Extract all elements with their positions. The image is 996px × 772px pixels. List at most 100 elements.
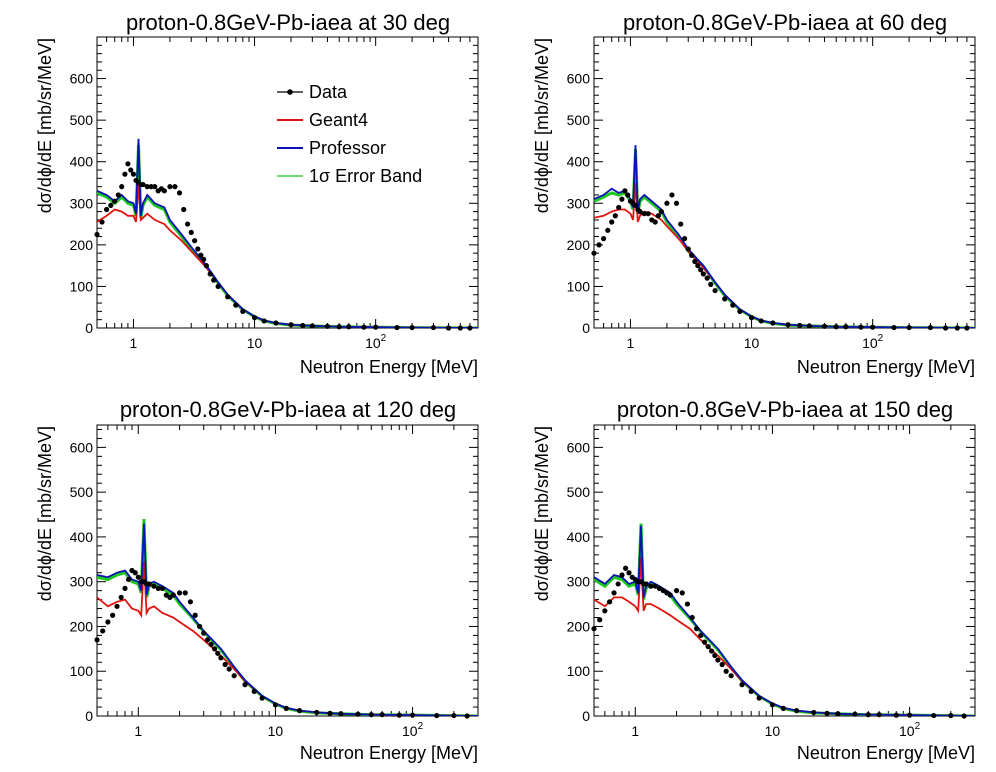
- data-point: [128, 167, 134, 173]
- data-point: [204, 637, 211, 643]
- legend: Data Geant4 Professor 1σ Error Band: [277, 82, 422, 186]
- data-point: [126, 576, 132, 583]
- data-point: [99, 219, 105, 225]
- plot-frame: [593, 424, 976, 717]
- data-point: [215, 283, 221, 290]
- x-tick-label: 102: [402, 721, 424, 739]
- plot-frame: [96, 36, 479, 329]
- x-tick-label: 102: [899, 721, 921, 739]
- data-point: [176, 590, 183, 596]
- data-point: [656, 585, 663, 592]
- x-tick-label: 1: [130, 335, 138, 351]
- plot-area: 0 100 200 300 400 500 600 1 10 102: [567, 36, 976, 351]
- legend-entry-data: Data: [277, 82, 348, 102]
- data-point: [591, 250, 597, 256]
- data-point: [591, 626, 597, 632]
- data-point: [464, 713, 470, 719]
- data-point: [207, 271, 213, 277]
- data-point: [110, 612, 116, 618]
- data-point: [833, 324, 839, 330]
- data-point: [692, 258, 698, 265]
- data-point: [865, 712, 871, 718]
- data-point: [368, 712, 374, 718]
- data-point: [843, 324, 849, 330]
- x-tick-label: 10: [247, 335, 263, 351]
- data-point: [259, 695, 265, 701]
- data-point: [701, 639, 708, 645]
- data-point: [906, 324, 912, 331]
- data-point: [758, 318, 764, 324]
- data-point: [596, 242, 602, 248]
- data-point: [394, 324, 400, 331]
- data-point: [708, 281, 714, 287]
- x-tick-label: 1: [134, 723, 142, 739]
- data-point: [954, 325, 960, 331]
- x-axis-label: Neutron Energy [MeV]: [797, 743, 975, 763]
- y-tick-label: 0: [85, 708, 93, 724]
- data-point: [658, 209, 664, 215]
- data-point: [698, 632, 704, 639]
- data-point: [876, 712, 882, 718]
- data-point: [192, 238, 198, 244]
- data-point: [793, 708, 800, 714]
- data-point: [215, 650, 221, 656]
- data-point: [309, 323, 315, 329]
- data-point: [434, 712, 440, 719]
- data-point: [445, 325, 452, 331]
- data-point: [870, 324, 876, 330]
- data-point: [625, 192, 631, 198]
- data-point: [225, 294, 231, 300]
- data-point: [457, 325, 463, 331]
- data-point: [719, 661, 725, 668]
- data-point: [181, 206, 187, 213]
- data-point: [641, 211, 647, 217]
- data-point: [811, 709, 817, 716]
- panel-30-deg: proton-0.8GeV-Pb-iaea at 30 deg 0 100 200 3…: [35, 10, 479, 377]
- data-point: [858, 324, 864, 330]
- data-point: [167, 184, 173, 190]
- data-point: [597, 617, 603, 623]
- data-point: [942, 325, 949, 331]
- data-point: [195, 246, 201, 252]
- data-point: [705, 644, 711, 650]
- data-point: [739, 682, 745, 688]
- data-point: [336, 324, 342, 330]
- legend-band-label: 1σ Error Band: [309, 166, 422, 186]
- data-point: [698, 267, 704, 273]
- data-point: [616, 204, 622, 211]
- y-tick-label: 600: [567, 439, 591, 455]
- data-point: [251, 688, 257, 694]
- panel-60-deg: proton-0.8GeV-Pb-iaea at 60 deg 0 100 200 3…: [532, 10, 976, 377]
- data-point: [678, 221, 684, 227]
- data-point: [172, 184, 178, 190]
- data-point: [821, 323, 828, 329]
- y-tick-label: 300: [70, 574, 94, 590]
- x-tick-label: 1: [631, 723, 639, 739]
- data-point: [615, 581, 621, 587]
- x-tick-label: 1: [627, 335, 635, 351]
- y-axis-label: dσ/dϕ/dE [mb/sr/MeV]: [532, 426, 552, 601]
- data-point: [602, 608, 608, 614]
- data-point: [797, 322, 803, 329]
- data-point: [146, 581, 152, 587]
- data-point: [682, 236, 688, 242]
- panel-title: proton-0.8GeV-Pb-iaea at 60 deg: [623, 10, 947, 35]
- data-point: [430, 324, 437, 331]
- data-point: [770, 320, 776, 326]
- data-point: [324, 323, 331, 329]
- data-point: [396, 712, 402, 718]
- y-tick-label: 300: [70, 195, 94, 211]
- data-point: [222, 661, 228, 668]
- data-point: [715, 657, 721, 663]
- data-point: [906, 712, 913, 718]
- data-point: [283, 705, 289, 711]
- data-point: [611, 590, 617, 596]
- data-point: [695, 263, 701, 269]
- data-point: [119, 184, 125, 190]
- data-point: [632, 202, 639, 208]
- data-point: [673, 200, 680, 206]
- data-point: [203, 263, 209, 269]
- data-point: [233, 302, 239, 308]
- data-point: [273, 320, 279, 326]
- data-point: [288, 322, 294, 328]
